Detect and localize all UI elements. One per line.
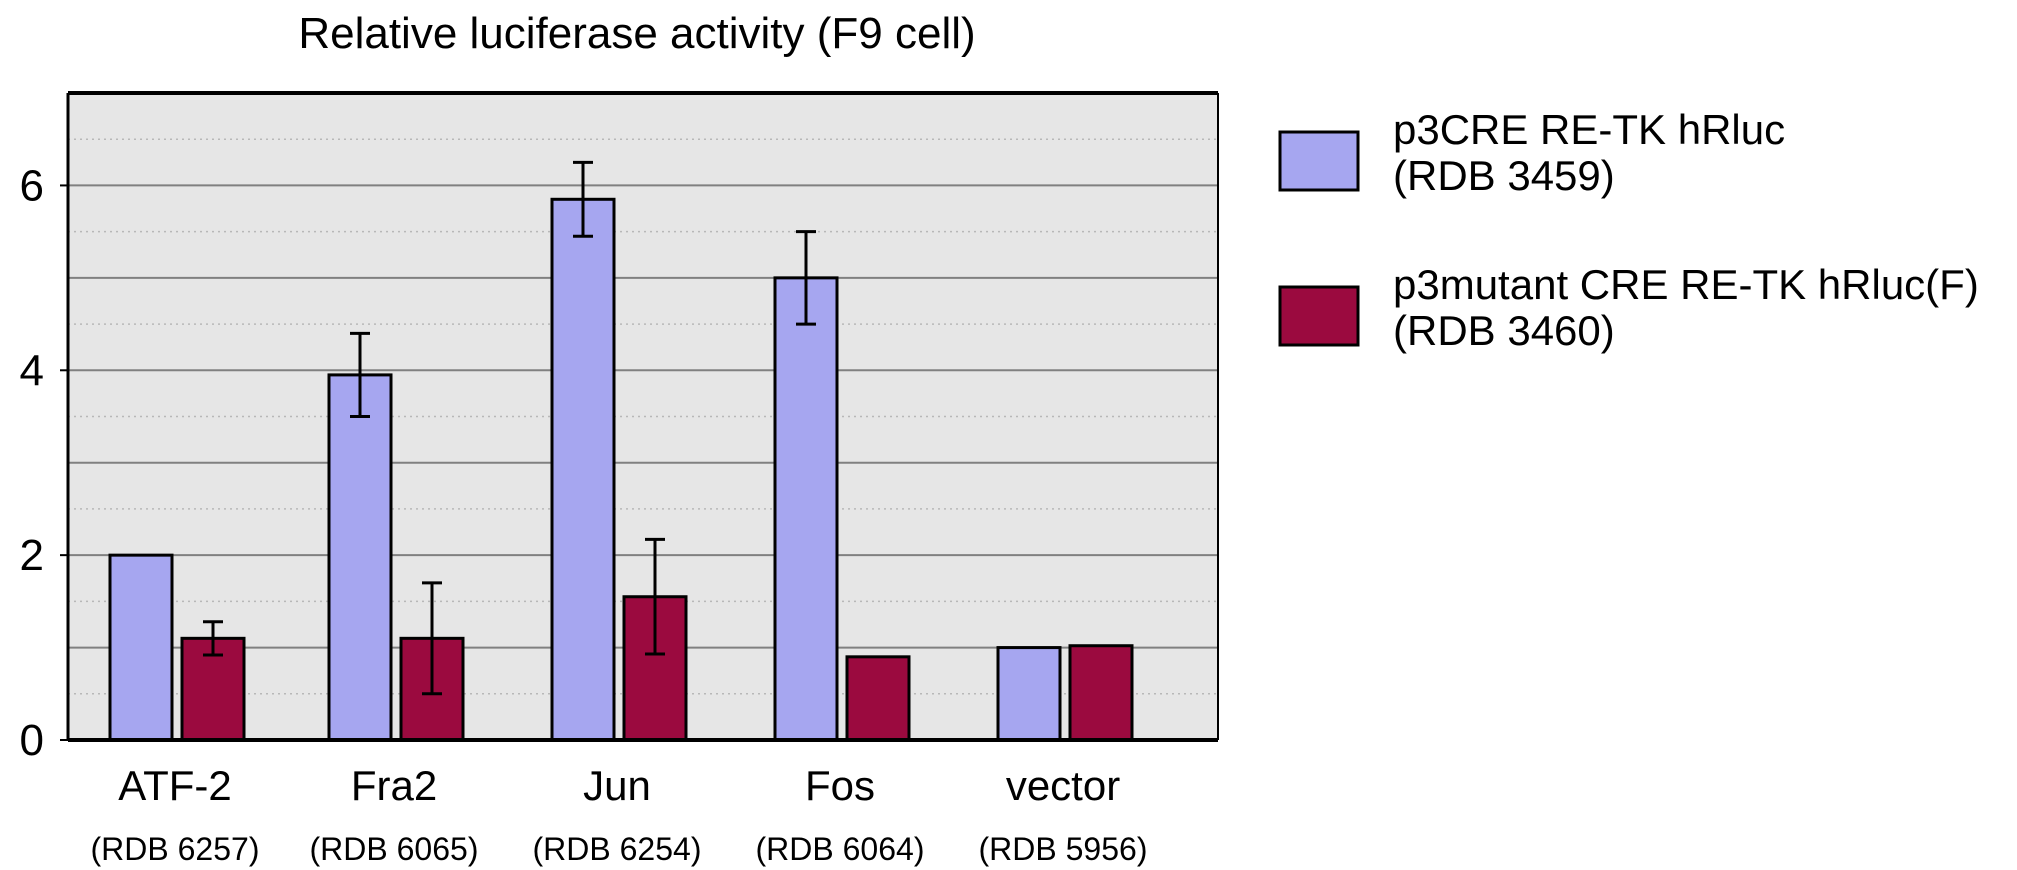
x-category-label: vector — [1006, 762, 1120, 809]
x-category-sublabel: (RDB 5956) — [979, 831, 1148, 867]
bar-p3cre — [550, 197, 616, 742]
legend-swatch-p3mutant — [1278, 285, 1360, 347]
y-tick-label: 2 — [20, 531, 44, 580]
plot-area: 0 2 4 6 ATF-2 (RDB 6257) Fra2 (RDB 6065) Jun (RDB… — [20, 91, 1219, 867]
legend-label-sub: (RDB 3460) — [1393, 307, 1615, 354]
legend-label: p3mutant CRE RE-TK hRluc(F) — [1393, 261, 1979, 308]
x-category-label: Fos — [805, 762, 875, 809]
y-tick-label: 4 — [20, 346, 44, 395]
x-category-label: Jun — [583, 762, 651, 809]
bar-p3cre — [996, 646, 1062, 742]
x-category-sublabel: (RDB 6257) — [91, 831, 260, 867]
y-tick-label: 6 — [20, 161, 44, 210]
x-category-sublabel: (RDB 6254) — [533, 831, 702, 867]
bar-p3mutant — [1068, 644, 1134, 742]
bar-p3mutant — [180, 636, 246, 742]
legend-label-sub: (RDB 3459) — [1393, 152, 1615, 199]
legend-label: p3CRE RE-TK hRluc — [1393, 106, 1785, 153]
legend-swatch-p3cre — [1278, 130, 1360, 192]
y-tick-label: 0 — [20, 716, 44, 765]
bar-p3cre — [327, 373, 393, 742]
chart-title: Relative luciferase activity (F9 cell) — [298, 9, 975, 58]
bar-p3cre — [773, 276, 839, 742]
x-category-label: Fra2 — [351, 762, 437, 809]
x-category-label: ATF-2 — [118, 762, 232, 809]
bar-p3mutant — [845, 655, 911, 742]
bar-p3cre — [108, 553, 174, 742]
x-category-sublabel: (RDB 6065) — [310, 831, 479, 867]
legend: p3CRE RE-TK hRluc(RDB 3459) p3mutant CRE … — [1278, 106, 1979, 354]
x-category-sublabel: (RDB 6064) — [756, 831, 925, 867]
